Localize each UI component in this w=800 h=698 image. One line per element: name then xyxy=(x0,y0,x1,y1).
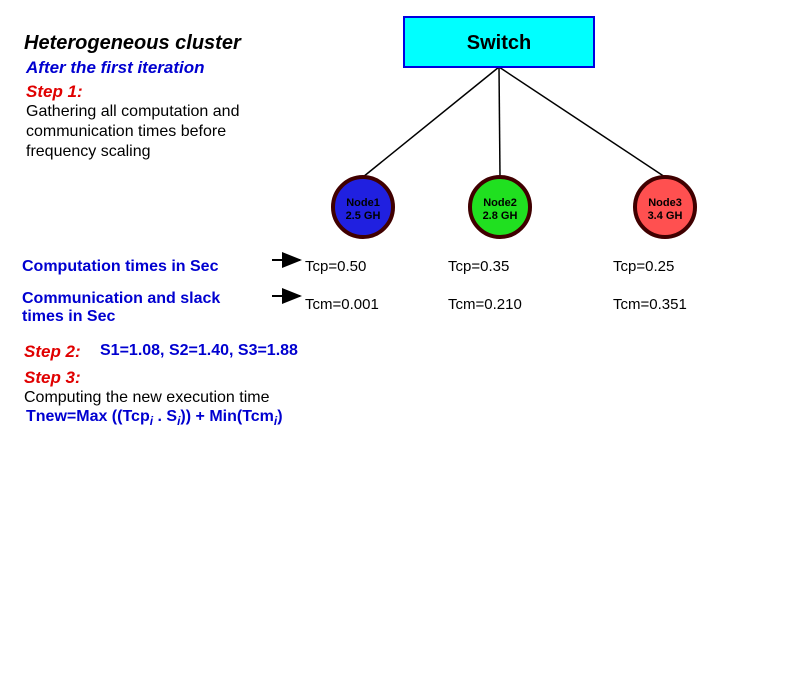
edge-2 xyxy=(499,67,665,177)
tnew-formula: Tnew=Max ((Tcpi . Si)) + Min(Tcmi) xyxy=(26,408,283,428)
node-2-tcm: Tcm=0.210 xyxy=(448,296,522,313)
node-2-tcp: Tcp=0.35 xyxy=(448,258,509,275)
tcp-row-label: Computation times in Sec xyxy=(22,258,218,276)
step2-values: S1=1.08, S2=1.40, S3=1.88 xyxy=(100,342,298,360)
switch-label: Switch xyxy=(467,32,531,54)
node-3-freq: 3.4 GH xyxy=(648,210,683,222)
page-title: Heterogeneous cluster xyxy=(24,32,241,55)
step3-description: Computing the new execution time xyxy=(24,388,269,408)
iteration-subtitle: After the first iteration xyxy=(26,58,205,78)
node-2-id: Node2 xyxy=(483,197,517,209)
node-3-tcp: Tcp=0.25 xyxy=(613,258,674,275)
step2-label: Step 2: xyxy=(24,342,81,362)
step1-description: Gathering all computation andcommunicati… xyxy=(26,102,239,162)
node-1-tcp: Tcp=0.50 xyxy=(305,258,366,275)
tcm-row-label: Communication and slacktimes in Sec xyxy=(22,290,220,326)
step3-label: Step 3: xyxy=(24,368,81,388)
node-3-id: Node3 xyxy=(648,197,682,209)
edge-1 xyxy=(499,67,500,177)
node-1-tcm: Tcm=0.001 xyxy=(305,296,379,313)
node-1-id: Node1 xyxy=(346,197,380,209)
step1-label: Step 1: xyxy=(26,82,83,102)
edge-0 xyxy=(363,67,499,177)
node-2-freq: 2.8 GH xyxy=(483,210,518,222)
node-3-tcm: Tcm=0.351 xyxy=(613,296,687,313)
node-1-freq: 2.5 GH xyxy=(346,210,381,222)
